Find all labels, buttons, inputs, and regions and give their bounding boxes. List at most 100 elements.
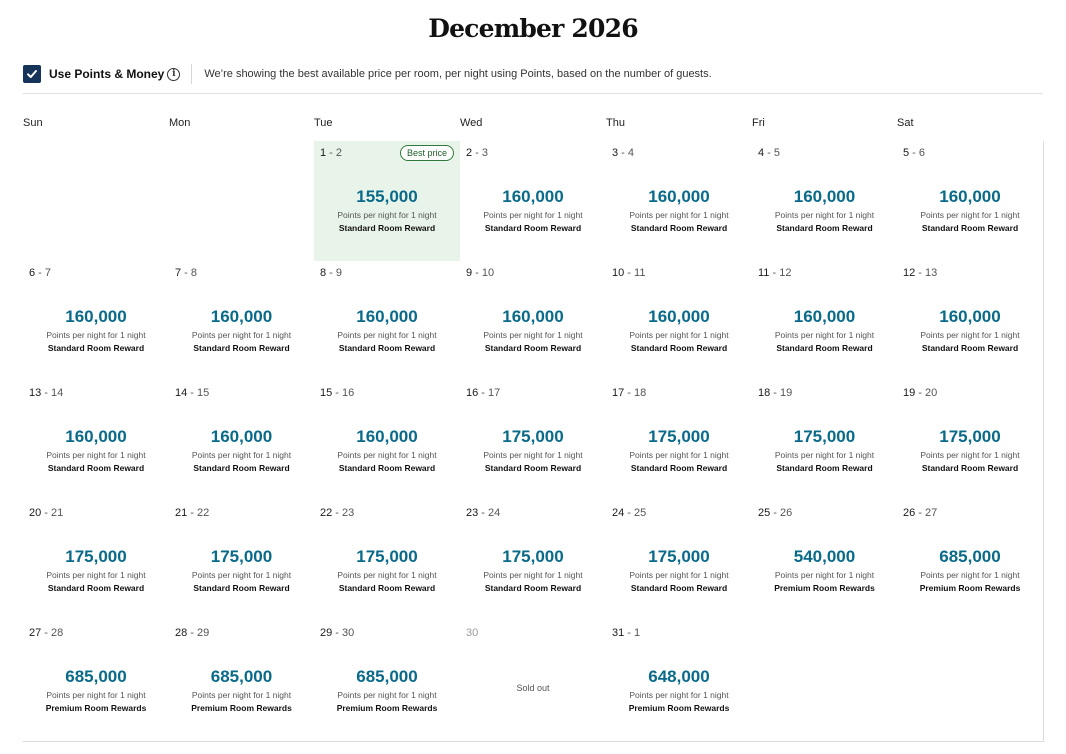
room-type-label: Standard Room Reward <box>776 223 873 233</box>
per-night-label: Points per night for 1 night <box>337 210 437 220</box>
points-price: 175,000 <box>65 547 127 566</box>
check-in-day: 22 <box>320 507 333 519</box>
date-range: 21 - 22 <box>175 507 209 519</box>
check-out-day: 19 <box>780 387 793 399</box>
date-range: 26 - 27 <box>903 507 937 519</box>
room-type-label: Premium Room Rewards <box>191 703 292 713</box>
day-cell[interactable]: 6 - 7 160,000 Points per night for 1 night… <box>23 261 170 382</box>
date-separator: - <box>478 507 489 519</box>
day-cell[interactable]: 5 - 6 160,000 Points per night for 1 night… <box>897 141 1044 262</box>
check-in-day: 20 <box>29 507 42 519</box>
date-range: 30 <box>466 627 479 639</box>
per-night-label: Points per night for 1 night <box>191 690 292 700</box>
day-cell[interactable]: 21 - 22 175,000 Points per night for 1 nig… <box>169 501 315 622</box>
points-price: 175,000 <box>648 427 710 446</box>
per-night-label: Points per night for 1 night <box>337 450 437 460</box>
check-in-day: 9 <box>466 267 473 279</box>
day-cell[interactable]: 13 - 14 160,000 Points per night for 1 nig… <box>23 381 170 502</box>
day-cell[interactable]: 2 - 3 160,000 Points per night for 1 night… <box>460 141 607 262</box>
check-out-day: 23 <box>342 507 355 519</box>
date-range: 8 - 9 <box>320 267 342 279</box>
day-cell[interactable]: 23 - 24 175,000 Points per night for 1 nig… <box>460 501 607 622</box>
room-type-label: Standard Room Reward <box>338 223 436 233</box>
date-range: 10 - 11 <box>612 267 645 279</box>
points-price: 685,000 <box>65 667 127 686</box>
date-separator: - <box>915 267 926 279</box>
weekday-thu: Thu <box>606 117 625 129</box>
check-out-day: 30 <box>342 627 355 639</box>
room-type-label: Standard Room Reward <box>630 223 728 233</box>
day-cell[interactable]: 7 - 8 160,000 Points per night for 1 night… <box>169 261 315 382</box>
date-range: 15 - 16 <box>320 387 354 399</box>
day-cell[interactable]: 19 - 20 175,000 Points per night for 1 nig… <box>897 381 1044 502</box>
weekday-header: Sun Mon Tue Wed Thu Fri Sat <box>23 117 1043 133</box>
room-type-label: Standard Room Reward <box>338 343 436 353</box>
check-out-day: 9 <box>335 267 343 279</box>
per-night-label: Points per night for 1 night <box>46 450 146 460</box>
day-cell[interactable]: 27 - 28 685,000 Points per night for 1 nig… <box>23 621 170 742</box>
day-cell[interactable]: 14 - 15 160,000 Points per night for 1 nig… <box>169 381 315 502</box>
date-range: 7 - 8 <box>175 267 197 279</box>
room-type-label: Standard Room Reward <box>193 463 290 473</box>
day-cell[interactable]: 25 - 26 540,000 Points per night for 1 nig… <box>752 501 898 622</box>
use-points-label[interactable]: Use Points & Money <box>49 67 165 81</box>
date-separator: - <box>770 387 781 399</box>
points-price: 160,000 <box>502 187 564 206</box>
check-in-day: 19 <box>903 387 916 399</box>
check-out-day: 22 <box>197 507 210 519</box>
per-night-label: Points per night for 1 night <box>483 210 583 220</box>
day-cell[interactable]: 12 - 13 160,000 Points per night for 1 nig… <box>897 261 1044 382</box>
check-out-day: 16 <box>342 387 355 399</box>
day-cell[interactable]: 3 - 4 160,000 Points per night for 1 night… <box>606 141 753 262</box>
day-cell[interactable]: 9 - 10 160,000 Points per night for 1 nigh… <box>460 261 607 382</box>
day-cell-sold-out: 30 Sold out <box>460 621 607 742</box>
info-icon[interactable]: i <box>167 68 181 81</box>
check-out-day: 28 <box>51 627 64 639</box>
weekday-sun: Sun <box>23 117 43 129</box>
date-separator: - <box>769 267 780 279</box>
day-cell[interactable]: 29 - 30 685,000 Points per night for 1 nig… <box>314 621 461 742</box>
per-night-label: Points per night for 1 night <box>629 210 729 220</box>
day-cell[interactable]: 1 - 2 Best price 155,000 Points per night f… <box>314 141 461 262</box>
day-cell[interactable]: 17 - 18 175,000 Points per night for 1 nig… <box>606 381 753 502</box>
room-type-label: Standard Room Reward <box>193 583 290 593</box>
day-cell[interactable]: 20 - 21 175,000 Points per night for 1 nig… <box>23 501 170 622</box>
day-cell[interactable]: 26 - 27 685,000 Points per night for 1 nig… <box>897 501 1044 622</box>
check-in-day: 3 <box>612 147 619 159</box>
date-separator: - <box>915 387 926 399</box>
day-cell[interactable]: 18 - 19 175,000 Points per night for 1 nig… <box>752 381 898 502</box>
day-cell[interactable]: 28 - 29 685,000 Points per night for 1 nig… <box>169 621 315 742</box>
room-type-label: Standard Room Reward <box>630 583 728 593</box>
day-cell[interactable]: 22 - 23 175,000 Points per night for 1 nig… <box>314 501 461 622</box>
room-type-label: Standard Room Reward <box>921 463 1019 473</box>
date-separator: - <box>624 627 635 639</box>
day-cell[interactable]: 10 - 11 160,000 Points per night for 1 nig… <box>606 261 753 382</box>
use-points-checkbox[interactable] <box>23 65 41 83</box>
per-night-label: Points per night for 1 night <box>191 570 292 580</box>
day-cell[interactable]: 11 - 12 160,000 Points per night for 1 nig… <box>752 261 898 382</box>
per-night-label: Points per night for 1 night <box>774 450 875 460</box>
date-separator: - <box>35 267 45 279</box>
per-night-label: Points per night for 1 night <box>629 690 729 700</box>
room-type-label: Premium Room Rewards <box>45 703 147 713</box>
day-cell[interactable]: 31 - 1 648,000 Points per night for 1 nigh… <box>606 621 753 742</box>
day-cell[interactable]: 4 - 5 160,000 Points per night for 1 night… <box>752 141 898 262</box>
check-in-day: 24 <box>612 507 625 519</box>
points-price: 175,000 <box>502 427 564 446</box>
per-night-label: Points per night for 1 night <box>774 330 875 340</box>
room-type-label: Standard Room Reward <box>47 463 145 473</box>
date-range: 2 - 3 <box>466 147 488 159</box>
room-type-label: Standard Room Reward <box>776 463 873 473</box>
day-cell[interactable]: 16 - 17 175,000 Points per night for 1 nig… <box>460 381 607 502</box>
per-night-label: Points per night for 1 night <box>483 450 583 460</box>
day-cell[interactable]: 8 - 9 160,000 Points per night for 1 night… <box>314 261 461 382</box>
per-night-label: Points per night for 1 night <box>191 450 292 460</box>
date-range: 22 - 23 <box>320 507 354 519</box>
weekday-sat: Sat <box>897 117 914 129</box>
check-in-day: 28 <box>175 627 188 639</box>
divider <box>191 64 193 84</box>
date-separator: - <box>624 267 635 279</box>
day-cell[interactable]: 24 - 25 175,000 Points per night for 1 nig… <box>606 501 753 622</box>
day-cell[interactable]: 15 - 16 160,000 Points per night for 1 nig… <box>314 381 461 502</box>
weekday-fri: Fri <box>752 117 765 129</box>
